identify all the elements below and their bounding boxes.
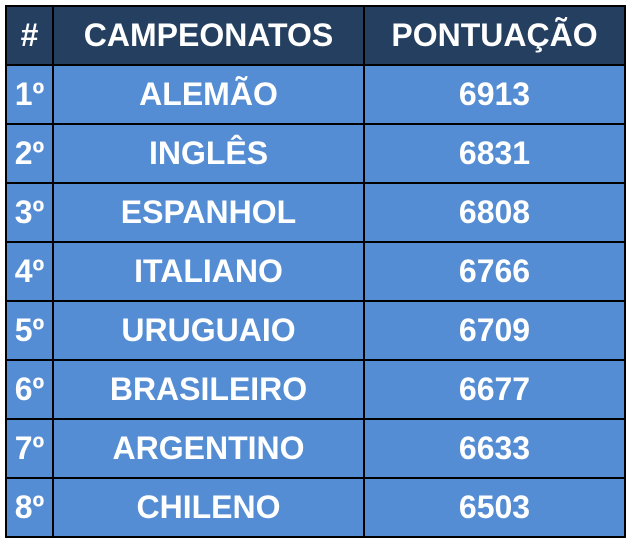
cell-rank: 6º: [5, 359, 54, 420]
cell-championship: URUGUAIO: [52, 300, 365, 361]
cell-score: 6831: [363, 123, 626, 184]
cell-score: 6503: [363, 477, 626, 538]
cell-rank: 4º: [5, 241, 54, 302]
cell-championship: ARGENTINO: [52, 418, 365, 479]
cell-championship: INGLÊS: [52, 123, 365, 184]
cell-score: 6633: [363, 418, 626, 479]
ranking-table: # CAMPEONATOS PONTUAÇÃO 1º ALEMÃO 6913 2º IN…: [5, 5, 626, 538]
cell-rank: 1º: [5, 64, 54, 125]
cell-score: 6808: [363, 182, 626, 243]
header-score: PONTUAÇÃO: [363, 5, 626, 66]
cell-championship: CHILENO: [52, 477, 365, 538]
table-row: 1º ALEMÃO 6913: [5, 64, 626, 125]
cell-championship: ALEMÃO: [52, 64, 365, 125]
header-rank: #: [5, 5, 54, 66]
table-row: 8º CHILENO 6503: [5, 477, 626, 538]
table-row: 2º INGLÊS 6831: [5, 123, 626, 184]
cell-championship: BRASILEIRO: [52, 359, 365, 420]
cell-rank: 3º: [5, 182, 54, 243]
cell-championship: ESPANHOL: [52, 182, 365, 243]
table-row: 4º ITALIANO 6766: [5, 241, 626, 302]
table-row: 3º ESPANHOL 6808: [5, 182, 626, 243]
cell-score: 6766: [363, 241, 626, 302]
cell-rank: 5º: [5, 300, 54, 361]
table-row: 6º BRASILEIRO 6677: [5, 359, 626, 420]
cell-score: 6677: [363, 359, 626, 420]
header-championship: CAMPEONATOS: [52, 5, 365, 66]
cell-rank: 2º: [5, 123, 54, 184]
table-row: 7º ARGENTINO 6633: [5, 418, 626, 479]
header-row: # CAMPEONATOS PONTUAÇÃO: [5, 5, 626, 66]
cell-rank: 7º: [5, 418, 54, 479]
cell-championship: ITALIANO: [52, 241, 365, 302]
table-row: 5º URUGUAIO 6709: [5, 300, 626, 361]
cell-rank: 8º: [5, 477, 54, 538]
cell-score: 6913: [363, 64, 626, 125]
cell-score: 6709: [363, 300, 626, 361]
